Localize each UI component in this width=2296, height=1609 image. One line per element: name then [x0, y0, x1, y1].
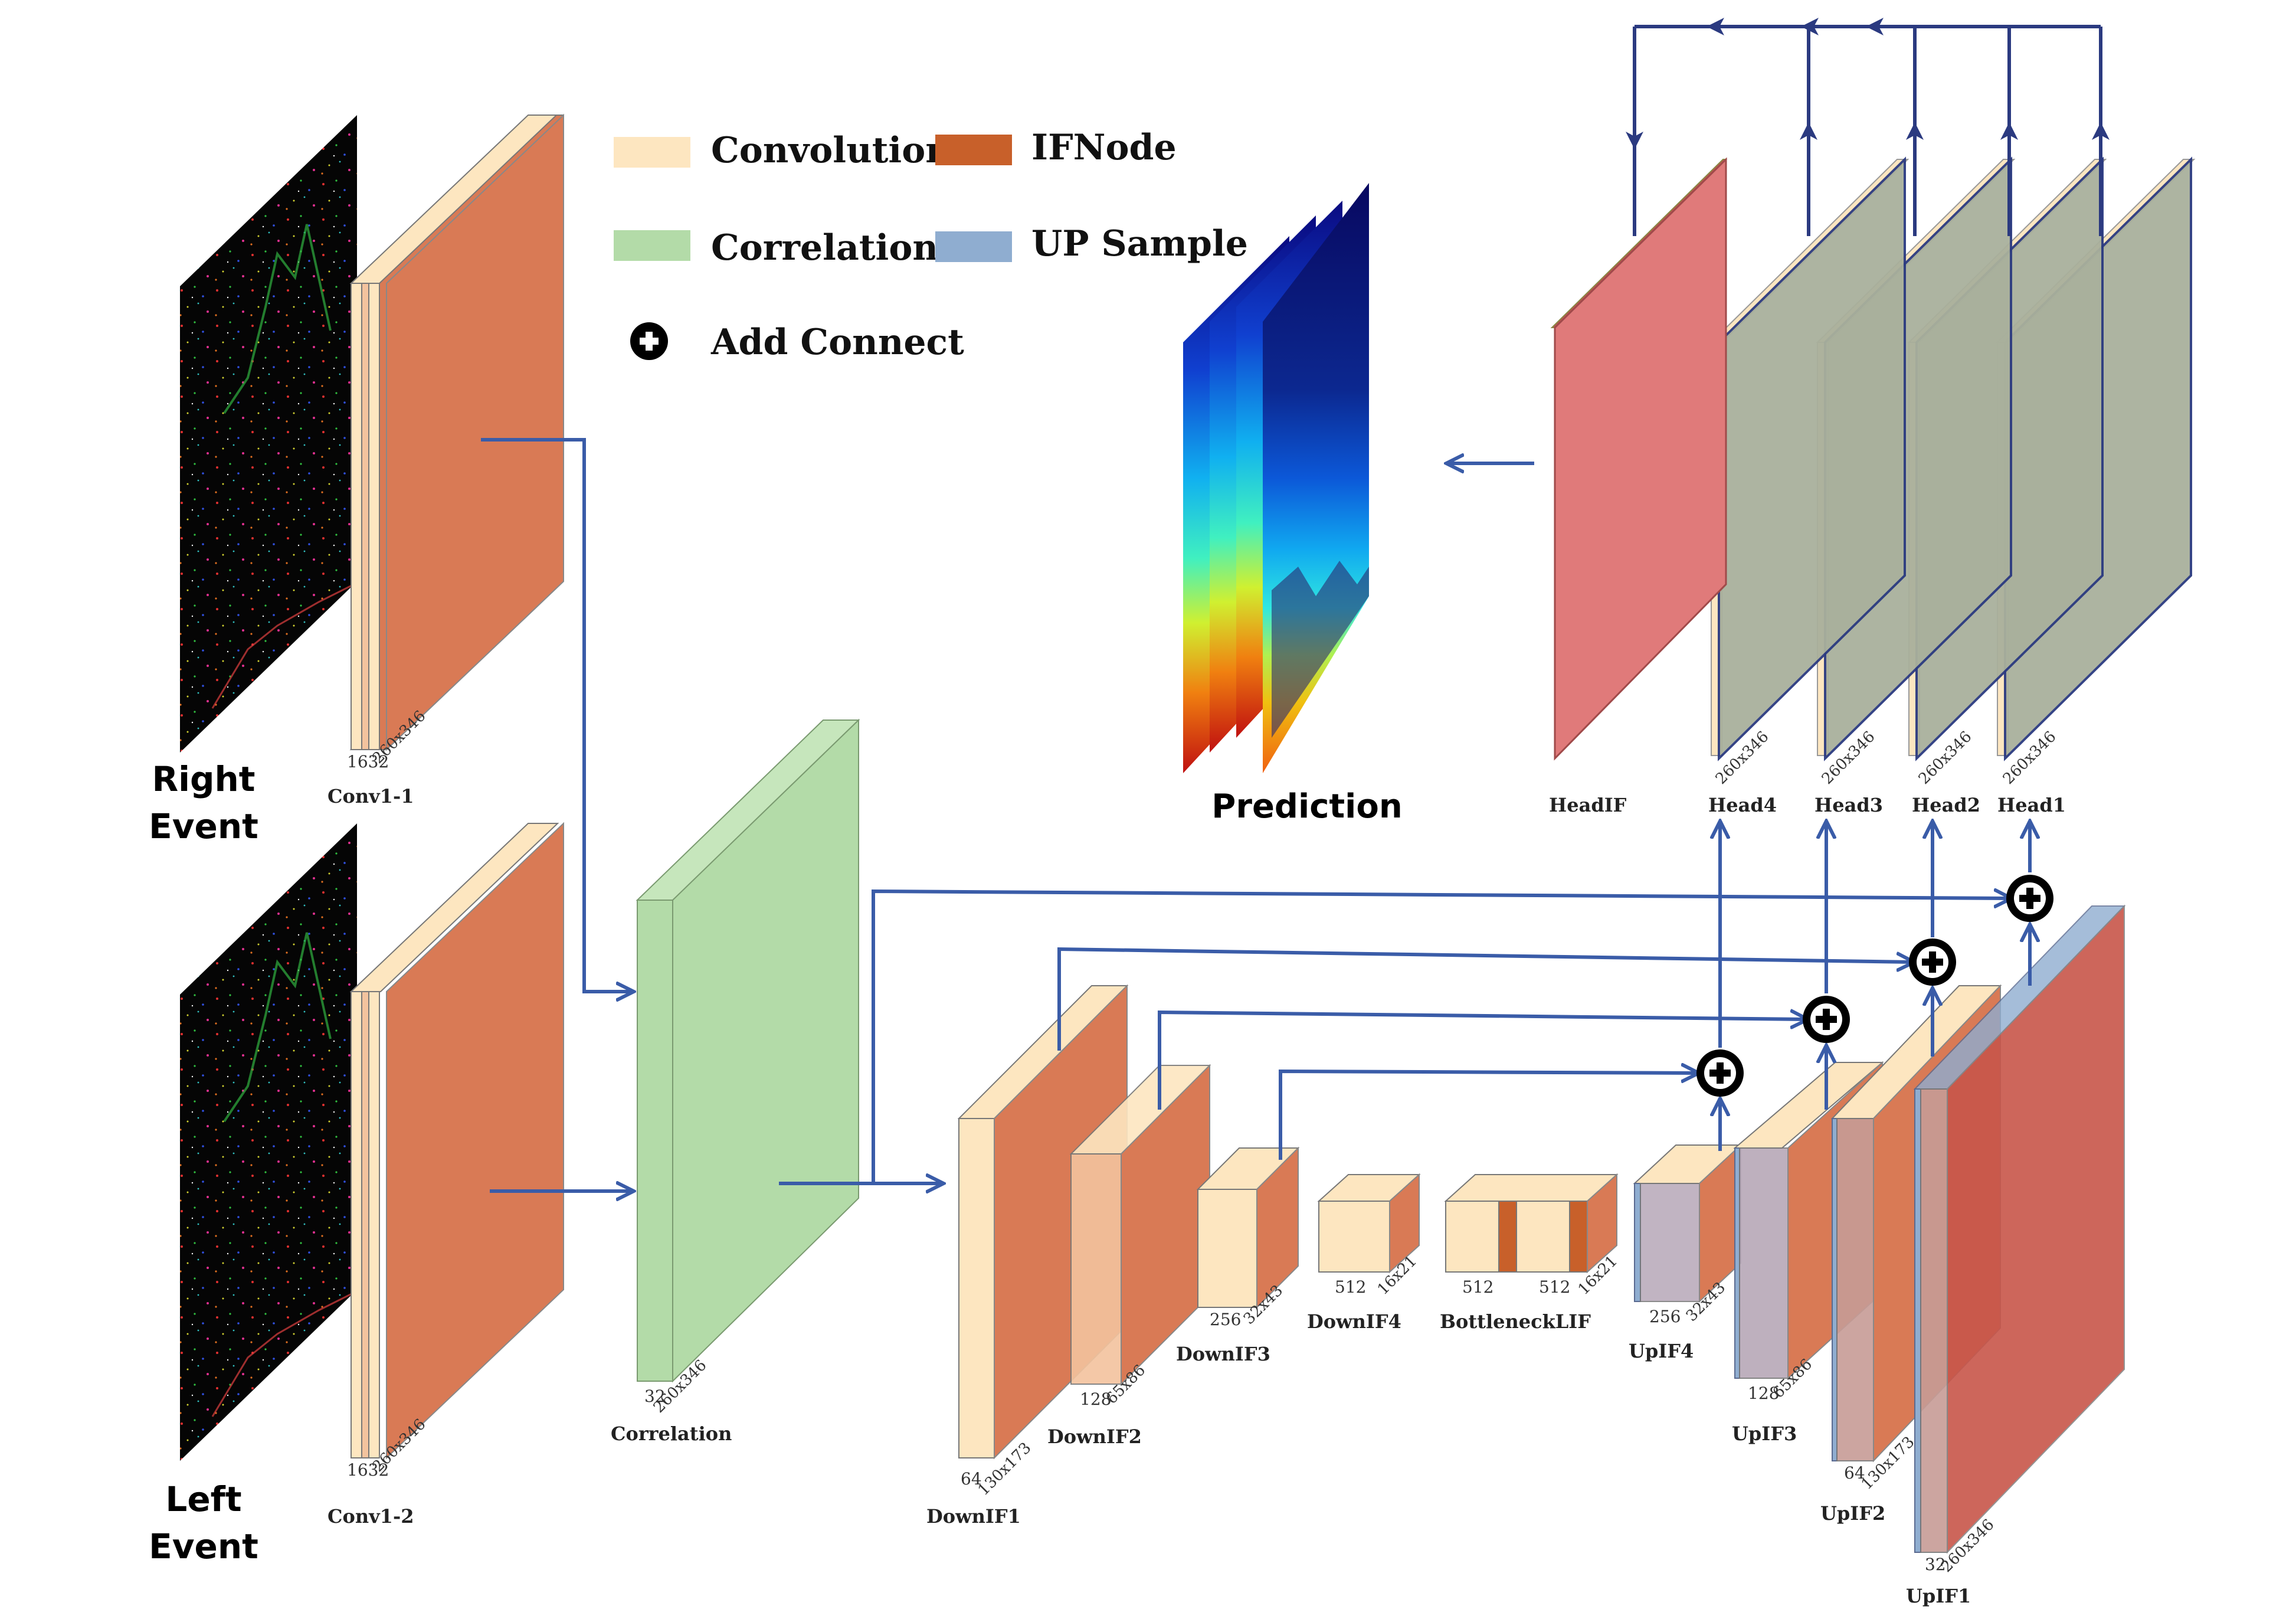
- downif2-channels: 128: [1080, 1389, 1111, 1409]
- headif-block: [1550, 157, 1728, 761]
- upif3-name: UpIF3: [1732, 1422, 1797, 1445]
- conv1-1-name: Conv1-1: [327, 785, 414, 807]
- bottlenecklif-channels-1: 512: [1462, 1277, 1493, 1297]
- legend-swatch-ifnode: [935, 135, 1012, 165]
- legend-label-upsample: UP Sample: [1031, 223, 1248, 264]
- left-event-label-1: Left: [165, 1479, 241, 1519]
- conv1-2-name: Conv1-2: [327, 1505, 414, 1528]
- add-node-1: [2006, 875, 2053, 922]
- legend-label-correlation: Correlation: [711, 227, 938, 269]
- downif1-channels: 64: [961, 1469, 982, 1489]
- correlation-block: [636, 718, 860, 1383]
- legend-label-convolution: Convolution: [711, 130, 951, 171]
- downif2-name: DownIF2: [1047, 1425, 1142, 1448]
- add-connect-icon: [630, 322, 668, 360]
- upif1-channels: 32: [1925, 1555, 1946, 1574]
- upif3-channels: 128: [1748, 1384, 1779, 1403]
- conv1-2-block: [349, 822, 564, 1460]
- skip-correlation-to-upif1: [872, 891, 2009, 1183]
- left-event-label-2: Event: [149, 1526, 258, 1567]
- downif3-channels: 256: [1210, 1310, 1241, 1329]
- conv1-1-block: [349, 113, 564, 751]
- downif2-block: [1069, 1064, 1211, 1386]
- correlation-name: Correlation: [611, 1422, 732, 1445]
- prediction-label: Prediction: [1211, 787, 1402, 826]
- downif1-name: DownIF1: [926, 1505, 1021, 1528]
- upif4-channels: 256: [1649, 1307, 1681, 1326]
- legend: Convolution IFNode Correlation UP Sample…: [614, 127, 1248, 363]
- downif3-name: DownIF3: [1176, 1343, 1270, 1365]
- legend-swatch-upsample: [935, 231, 1012, 262]
- downif4-block: [1317, 1173, 1421, 1274]
- bottlenecklif-name: BottleneckLIF: [1440, 1310, 1591, 1333]
- legend-label-add-connect: Add Connect: [710, 322, 964, 363]
- upif4-block: [1633, 1143, 1743, 1303]
- upif1-name: UpIF1: [1906, 1585, 1971, 1607]
- arrow-conv1-1-to-correlation: [481, 438, 631, 992]
- downif3-block: [1196, 1146, 1300, 1309]
- add-node-3: [1803, 996, 1850, 1043]
- upif4-name: UpIF4: [1629, 1340, 1694, 1362]
- bottlenecklif-channels-2: 512: [1539, 1277, 1570, 1297]
- skip-downif2-to-upif3: [1158, 1012, 1806, 1110]
- legend-swatch-correlation: [614, 230, 690, 261]
- bottlenecklif-block: [1444, 1173, 1619, 1274]
- skip-downif1-to-upif2: [1057, 947, 1912, 1051]
- head2-name: Head2: [1912, 794, 1980, 816]
- add-node-4: [1696, 1049, 1744, 1097]
- prediction-stack: [1183, 183, 1369, 773]
- head3-name: Head3: [1814, 794, 1883, 816]
- downif4-name: DownIF4: [1307, 1310, 1401, 1333]
- left-event-image: [180, 823, 357, 1461]
- upif2-name: UpIF2: [1820, 1502, 1885, 1525]
- right-event-label-2: Event: [149, 806, 258, 846]
- downif4-channels: 512: [1335, 1277, 1366, 1297]
- correlation-channels: 32: [644, 1386, 666, 1406]
- conv1-1-channels: 1632: [347, 752, 389, 771]
- upif2-channels: 64: [1844, 1463, 1865, 1483]
- feedback-loop: [1626, 18, 2110, 236]
- right-event-label-1: Right: [152, 759, 255, 799]
- add-node-2: [1909, 938, 1956, 986]
- head4-name: Head4: [1708, 794, 1777, 816]
- head1-name: Head1: [1997, 794, 2066, 816]
- upif1-block: [1913, 904, 2126, 1554]
- legend-label-ifnode: IFNode: [1031, 127, 1177, 168]
- skip-downif3-to-upif4: [1279, 1071, 1696, 1160]
- right-event-image: [180, 115, 357, 753]
- headif-name: HeadIF: [1549, 794, 1627, 816]
- legend-swatch-convolution: [614, 137, 690, 168]
- conv1-2-channels: 1632: [347, 1460, 389, 1480]
